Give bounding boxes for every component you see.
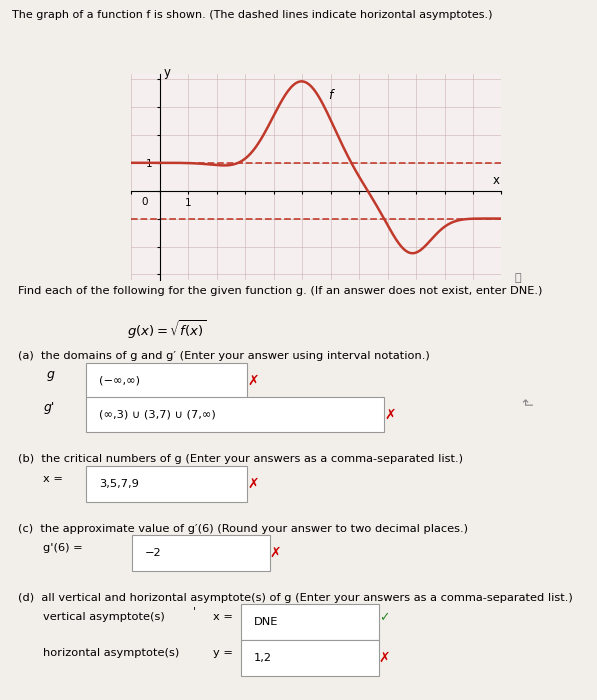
Text: 3,5,7,9: 3,5,7,9	[99, 479, 139, 489]
Text: $g(x) = \sqrt{f(x)}$: $g(x) = \sqrt{f(x)}$	[127, 318, 206, 341]
Text: x =: x =	[44, 474, 63, 484]
Text: (a)  the domains of g and g′ (Enter your answer using interval notation.): (a) the domains of g and g′ (Enter your …	[18, 351, 429, 361]
Text: vertical asymptote(s): vertical asymptote(s)	[44, 612, 165, 622]
Text: 1,2: 1,2	[254, 653, 272, 663]
Text: (c)  the approximate value of g′(6) (Round your answer to two decimal places.): (c) the approximate value of g′(6) (Roun…	[18, 524, 467, 533]
FancyBboxPatch shape	[87, 363, 247, 398]
Text: −2: −2	[145, 548, 162, 558]
FancyBboxPatch shape	[241, 640, 378, 676]
FancyBboxPatch shape	[87, 466, 247, 501]
Text: g'(6) =: g'(6) =	[44, 543, 83, 553]
Text: 0: 0	[141, 197, 147, 207]
Text: $f$: $f$	[328, 88, 336, 102]
FancyBboxPatch shape	[133, 535, 270, 570]
FancyBboxPatch shape	[87, 396, 384, 432]
FancyBboxPatch shape	[241, 604, 378, 640]
Text: ✗: ✗	[247, 374, 259, 388]
Text: x: x	[493, 174, 499, 187]
Text: DNE: DNE	[254, 617, 278, 627]
Text: horizontal asymptote(s): horizontal asymptote(s)	[44, 648, 180, 658]
Text: x =: x =	[213, 612, 232, 622]
Text: (−∞,∞): (−∞,∞)	[99, 376, 140, 386]
Text: ✗: ✗	[247, 477, 259, 491]
Text: ✗: ✗	[384, 407, 396, 421]
Text: g: g	[47, 368, 54, 381]
Text: Find each of the following for the given function g. (If an answer does not exis: Find each of the following for the given…	[18, 286, 542, 296]
Text: y =: y =	[213, 648, 232, 658]
Text: The graph of a function f is shown. (The dashed lines indicate horizontal asympt: The graph of a function f is shown. (The…	[12, 10, 493, 20]
Text: (b)  the critical numbers of g (Enter your answers as a comma-separated list.): (b) the critical numbers of g (Enter you…	[18, 454, 463, 464]
Text: ✗: ✗	[378, 651, 390, 665]
Text: (d)  all vertical and horizontal asymptote(s) of g (Enter your answers as a comm: (d) all vertical and horizontal asymptot…	[18, 593, 573, 603]
Text: g': g'	[44, 401, 55, 414]
Text: y: y	[164, 66, 170, 79]
Text: ↲: ↲	[516, 398, 530, 409]
Text: ✗: ✗	[270, 546, 281, 560]
Text: (∞,3) ∪ (3,7) ∪ (7,∞): (∞,3) ∪ (3,7) ∪ (7,∞)	[99, 410, 216, 419]
Text: ⓘ: ⓘ	[515, 274, 521, 284]
Text: ✓: ✓	[378, 612, 389, 624]
Text: ': '	[193, 606, 196, 616]
